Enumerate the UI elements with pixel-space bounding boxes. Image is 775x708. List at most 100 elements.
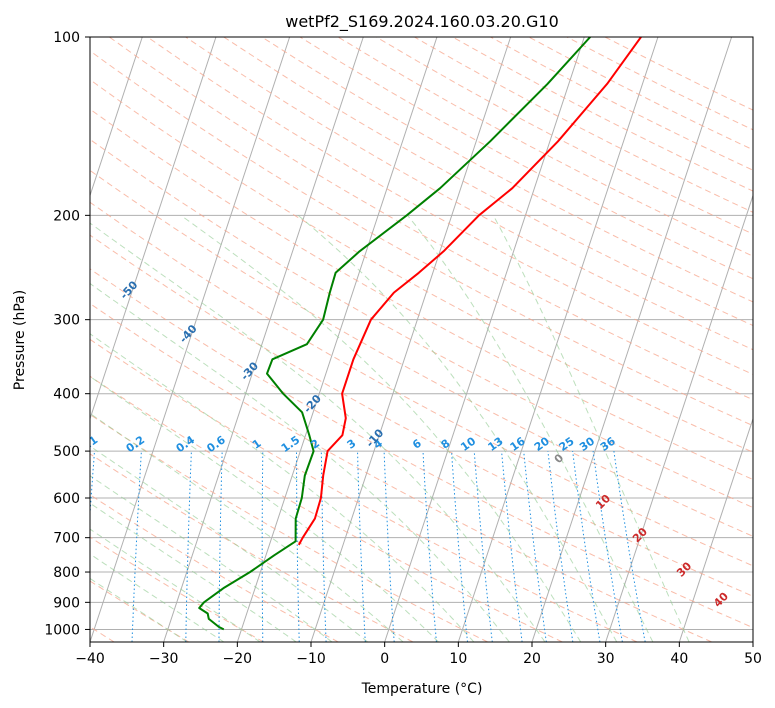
dry-adiabat-line bbox=[375, 37, 753, 235]
moist-adiabat-line bbox=[492, 215, 690, 642]
mixing-ratio-label: 6 bbox=[410, 437, 424, 452]
isotherm-line bbox=[605, 193, 753, 642]
y-tick-label: 300 bbox=[53, 313, 80, 329]
profile-line-1 bbox=[297, 37, 642, 546]
y-tick-label: 200 bbox=[53, 208, 80, 224]
moist-adiabat-line bbox=[90, 282, 510, 642]
x-tick-label: −40 bbox=[75, 651, 105, 667]
moist-adiabat-line bbox=[297, 214, 618, 642]
x-tick-label: 40 bbox=[670, 651, 688, 667]
mixing-ratio-line bbox=[383, 451, 395, 642]
dry-adiabat-line bbox=[604, 37, 753, 111]
dry-adiabat-line bbox=[261, 37, 753, 303]
mixing-ratio-line bbox=[501, 451, 523, 642]
isotherm-label: -40 bbox=[177, 322, 200, 346]
dry-adiabat-line bbox=[90, 268, 753, 629]
moist-adiabat-line bbox=[90, 475, 333, 642]
y-tick-label: 800 bbox=[53, 565, 80, 581]
moist-adiabat-line bbox=[90, 577, 188, 642]
moist-adiabat-line bbox=[180, 214, 582, 642]
isotherm-line bbox=[236, 37, 438, 642]
isotherm-line bbox=[384, 37, 585, 642]
isotherm-line bbox=[531, 37, 733, 642]
dry-adiabat-line bbox=[147, 37, 753, 375]
mixing-ratio-line bbox=[572, 451, 601, 642]
mixing-ratio-line bbox=[451, 451, 468, 642]
moist-adiabat-line bbox=[90, 222, 546, 642]
y-tick-label: 1000 bbox=[44, 622, 80, 638]
moist-adiabat-line bbox=[90, 502, 297, 642]
isotherm-line bbox=[90, 37, 217, 421]
y-tick-label: 500 bbox=[53, 444, 80, 460]
isotherm-label: -30 bbox=[238, 359, 261, 383]
dry-adiabat-line bbox=[90, 234, 753, 597]
x-tick-label: −20 bbox=[223, 651, 253, 667]
dry-adiabat-line bbox=[90, 453, 414, 642]
dry-adiabat-line bbox=[90, 169, 753, 537]
dry-adiabat-line bbox=[185, 37, 753, 351]
moist-adiabat-line bbox=[90, 375, 439, 642]
dry-adiabat-line bbox=[109, 37, 753, 401]
mixing-ratio-line bbox=[547, 451, 574, 642]
isotherm-line bbox=[0, 37, 69, 642]
isotherm-line bbox=[752, 640, 753, 642]
dry-adiabat-line bbox=[90, 494, 339, 642]
x-tick-label: 30 bbox=[597, 651, 615, 667]
isotherm-line bbox=[90, 37, 291, 642]
dry-adiabat-line bbox=[90, 413, 488, 642]
x-tick-label: 10 bbox=[449, 651, 467, 667]
moist-adiabat-line bbox=[90, 333, 475, 642]
x-tick-label: 20 bbox=[523, 651, 541, 667]
y-axis-label: Pressure (hPa) bbox=[12, 290, 28, 390]
mixing-ratio-line bbox=[523, 451, 547, 642]
y-tick-label: 600 bbox=[53, 491, 80, 507]
dry-adiabat-line bbox=[90, 108, 753, 481]
isotherm-line bbox=[457, 37, 659, 642]
dry-adiabat-line bbox=[566, 37, 753, 131]
mixing-ratio-label: 1 bbox=[250, 437, 264, 452]
dry-adiabat-line bbox=[90, 375, 563, 642]
mixing-ratio-line bbox=[592, 451, 623, 642]
mixing-ratio-line bbox=[261, 451, 264, 642]
y-tick-label: 100 bbox=[53, 30, 80, 46]
dry-adiabat-label: 40 bbox=[711, 590, 731, 610]
mixing-ratio-label: 0.1 bbox=[77, 433, 100, 455]
isotherm-label: -60 bbox=[59, 231, 82, 255]
x-tick-label: −10 bbox=[296, 651, 326, 667]
dry-adiabat-line bbox=[90, 302, 712, 642]
moist-adiabat-line bbox=[407, 214, 654, 642]
plot-frame bbox=[89, 36, 754, 643]
mixing-ratio-line bbox=[422, 451, 437, 642]
mixing-ratio-label: 1.5 bbox=[279, 433, 302, 455]
dry-adiabat-line bbox=[90, 580, 190, 642]
x-tick-label: −30 bbox=[149, 651, 179, 667]
dry-adiabat-line bbox=[223, 37, 753, 327]
dry-adiabat-line bbox=[90, 50, 753, 427]
isotherm-label: -50 bbox=[118, 278, 141, 302]
dry-adiabat-line bbox=[90, 201, 753, 567]
profile-line-2 bbox=[198, 37, 591, 631]
moist-adiabat-line bbox=[90, 445, 368, 642]
isotherm-label: -70 bbox=[2, 181, 25, 205]
mixing-ratio-line bbox=[90, 451, 95, 521]
mixing-ratio-line bbox=[473, 451, 493, 642]
x-tick-label: 0 bbox=[380, 651, 389, 667]
chart-title: wetPf2_S169.2024.160.03.20.G10 bbox=[285, 12, 559, 32]
mixing-ratio-line bbox=[218, 451, 223, 642]
dry-adiabat-line bbox=[90, 338, 638, 642]
dry-adiabat-line bbox=[90, 536, 264, 642]
y-tick-label: 900 bbox=[53, 595, 80, 611]
x-tick-label: 50 bbox=[744, 651, 762, 667]
isotherm-line bbox=[163, 37, 364, 642]
isotherm-label: -20 bbox=[301, 392, 324, 416]
y-tick-label: 400 bbox=[53, 387, 80, 403]
dry-adiabat-line bbox=[490, 37, 753, 171]
mixing-ratio-line bbox=[131, 451, 142, 642]
mixing-ratio-label: 3 bbox=[345, 437, 359, 452]
mixing-ratio-label: 0.2 bbox=[124, 433, 147, 455]
isotherm-line bbox=[90, 37, 143, 198]
isotherm-line bbox=[678, 417, 753, 642]
isotherm-line bbox=[310, 37, 512, 642]
dry-adiabat-label: 20 bbox=[630, 525, 650, 545]
